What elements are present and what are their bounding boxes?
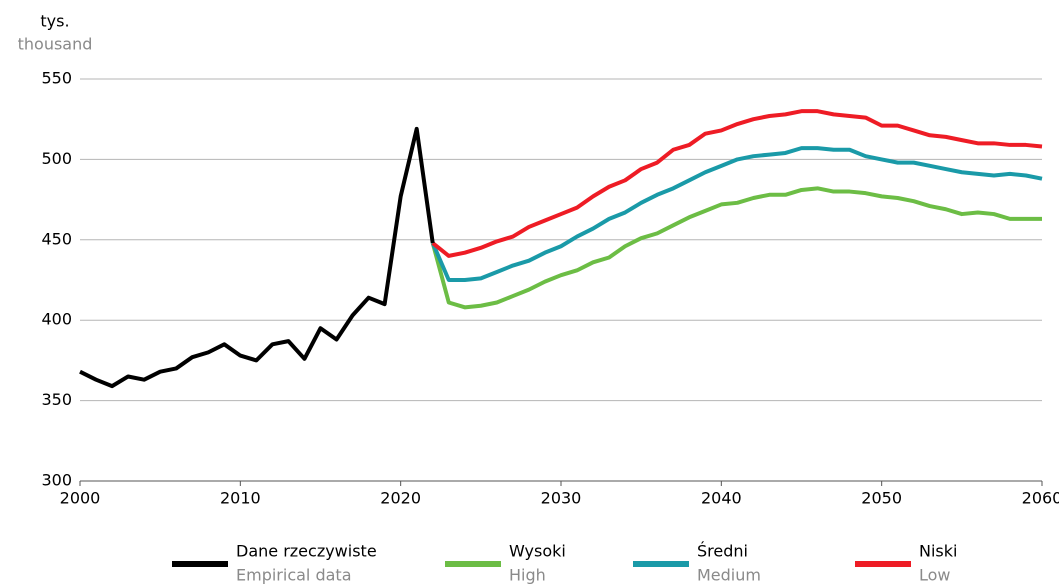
legend-label-en: Low [919, 566, 951, 584]
x-tick-label: 2010 [220, 489, 261, 508]
y-tick-label: 500 [41, 149, 72, 168]
x-tick-label: 2000 [60, 489, 101, 508]
y-tick-label: 300 [41, 471, 72, 490]
legend-label: Niski [919, 542, 957, 561]
legend-label: Wysoki [509, 542, 566, 561]
y-tick-label: 450 [41, 229, 72, 248]
x-tick-label: 2020 [380, 489, 421, 508]
y-tick-label: 550 [41, 69, 72, 88]
legend-label-en: Empirical data [236, 566, 352, 584]
x-tick-label: 2030 [541, 489, 582, 508]
series-line [430, 146, 1043, 282]
series-line [431, 109, 1043, 258]
legend-label-en: Medium [697, 566, 761, 584]
legend-label: Dane rzeczywiste [236, 542, 377, 561]
legend-label-en: High [509, 566, 546, 584]
x-tick-label: 2050 [861, 489, 902, 508]
series-line [79, 126, 435, 389]
series-line [430, 186, 1042, 310]
y-tick-label: 400 [41, 310, 72, 329]
y-axis-label: tys. [40, 12, 69, 31]
y-axis-label-en: thousand [18, 35, 93, 54]
y-tick-label: 350 [41, 390, 72, 409]
x-tick-label: 2060 [1022, 489, 1059, 508]
legend-label: Średni [697, 542, 748, 561]
x-tick-label: 2040 [701, 489, 742, 508]
